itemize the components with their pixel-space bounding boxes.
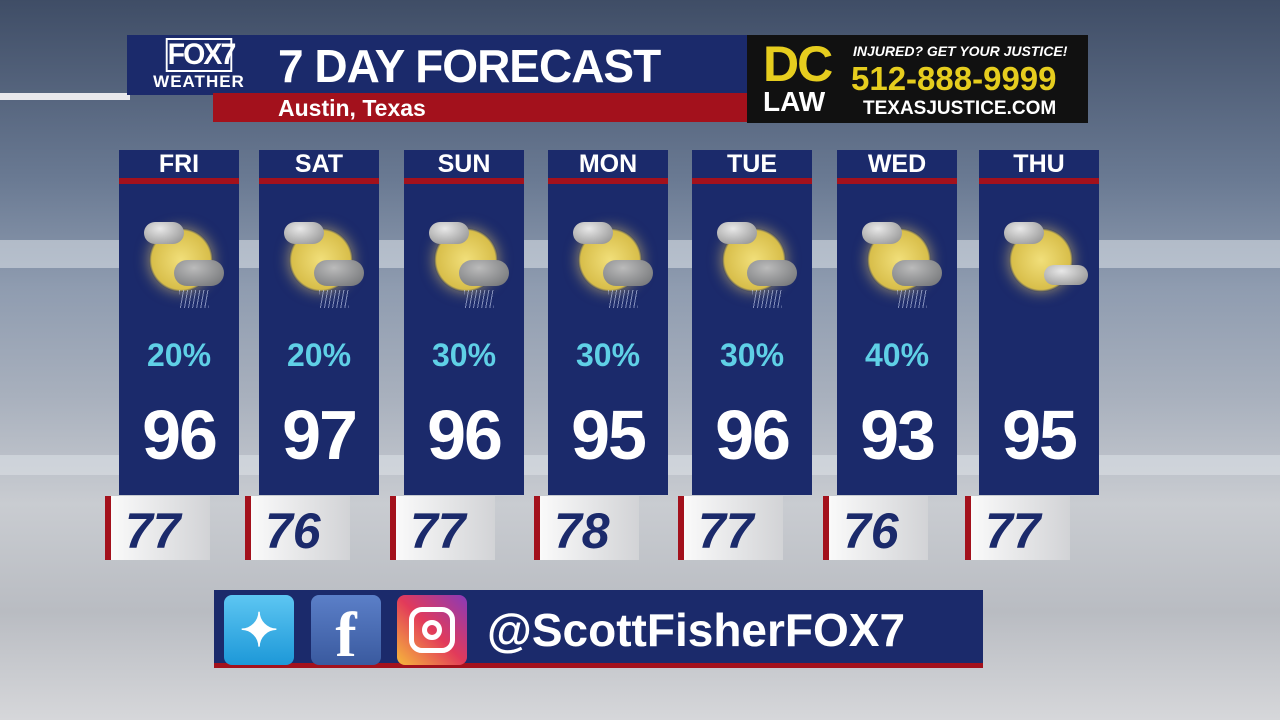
social-handle: @ScottFisherFOX7 [487,604,906,656]
precip-chance: 30% [719,337,785,373]
high-temp: 96 [142,396,218,474]
low-temp: 77 [410,503,466,559]
precip-chance: 40% [864,337,930,373]
ad-phone: 512-888-9999 [851,60,1057,97]
high-temp: 96 [715,396,791,474]
forecast-day-mon: MON 30% 95 [548,150,668,495]
partly-cloudy-icon [1004,220,1088,310]
logo-subtext: WEATHER [153,72,245,91]
location-label: Austin, Texas [278,95,426,121]
day-label: WED [867,150,927,178]
low-temp: 76 [843,503,899,559]
day-divider [259,178,379,184]
ad-brand: DC [763,36,833,92]
header-accent-line [0,93,130,100]
high-temp: 97 [282,396,358,474]
day-divider [979,178,1099,184]
day-divider [837,178,957,184]
location-bar [213,93,747,122]
precip-chance: 30% [575,337,641,373]
high-temp: 93 [860,396,936,474]
day-label: SUN [437,150,491,178]
logo-text: FOX7 [165,38,236,72]
high-temp: 95 [571,396,647,474]
precip-chance: 20% [286,337,352,373]
ad-brand-sub: LAW [763,86,826,117]
day-label: FRI [158,150,200,178]
dc-law-ad: DC LAW INJURED? GET YOUR JUSTICE! 512-88… [747,35,1088,123]
forecast-day-fri: FRI 20% 96 [119,150,239,495]
low-temp: 77 [698,503,754,559]
partly-sunny-showers-icon [429,220,509,310]
precip-chance: 30% [431,337,497,373]
day-label: TUE [727,150,777,178]
day-divider [548,178,668,184]
high-temp: 95 [1002,396,1078,474]
day-label: SAT [294,150,344,178]
low-temp-box: 77 [390,496,495,560]
twitter-icon: ✦ [224,595,294,665]
forecast-day-sat: SAT 20% 97 [259,150,379,495]
low-temp-box: 77 [965,496,1070,560]
ad-tagline: INJURED? GET YOUR JUSTICE! [853,43,1068,59]
social-bar: ✦ f @ScottFisherFOX7 [214,590,983,670]
forecast-day-tue: TUE 30% 96 [692,150,812,495]
page-title: 7 DAY FORECAST [278,40,661,92]
forecast-day-sun: SUN 30% 96 [404,150,524,495]
day-label: THU [1013,150,1065,178]
partly-sunny-showers-icon [284,220,364,310]
partly-sunny-showers-icon [862,220,942,310]
day-label: MON [578,150,638,178]
forecast-day-thu: THU 95 [979,150,1099,495]
partly-sunny-showers-icon [144,220,224,310]
instagram-icon [397,595,467,665]
day-divider [404,178,524,184]
low-temp-box: 76 [823,496,928,560]
partly-sunny-showers-icon [717,220,797,310]
precip-chance: 20% [146,337,212,373]
header-bar [127,35,747,95]
low-temp-box: 76 [245,496,350,560]
low-temp: 77 [125,503,181,559]
low-temp: 76 [265,503,321,559]
low-temp: 78 [554,503,610,559]
low-temp-box: 77 [678,496,783,560]
ad-website: TEXASJUSTICE.COM [863,98,1057,119]
low-temp: 77 [985,503,1041,559]
low-temp-box: 77 [105,496,210,560]
fox7-weather-logo: FOX7 WEATHER [145,38,253,92]
partly-sunny-showers-icon [573,220,653,310]
high-temp: 96 [427,396,503,474]
forecast-day-wed: WED 40% 93 [837,150,957,495]
day-divider [119,178,239,184]
low-temp-box: 78 [534,496,639,560]
day-divider [692,178,812,184]
facebook-icon: f [311,595,381,670]
